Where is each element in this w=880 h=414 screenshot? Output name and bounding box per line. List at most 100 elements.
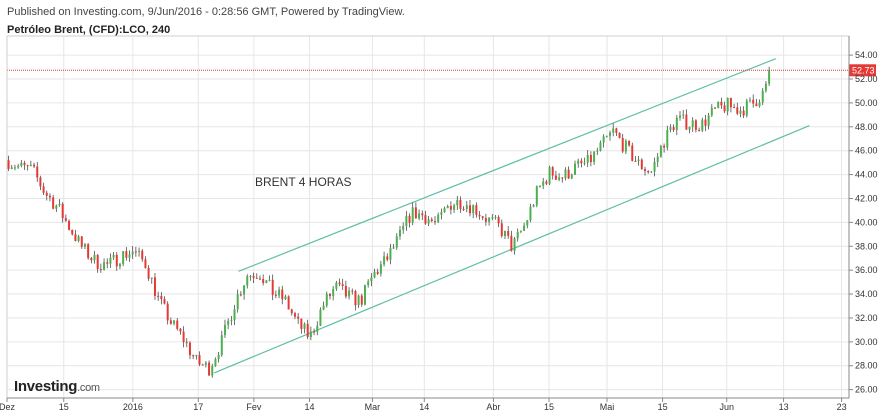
x-tick-label: 23 bbox=[837, 402, 847, 412]
x-tick-label: Dez bbox=[0, 402, 15, 412]
candle-body bbox=[157, 295, 160, 297]
candle-body bbox=[720, 101, 723, 106]
candle-body bbox=[217, 354, 220, 360]
candle-body bbox=[558, 177, 561, 180]
candle-body bbox=[258, 278, 261, 280]
candle-body bbox=[90, 258, 93, 261]
candle-body bbox=[672, 127, 675, 130]
candle-body bbox=[714, 107, 717, 109]
candle-body bbox=[182, 331, 185, 343]
candle-body bbox=[99, 269, 102, 271]
candle-body bbox=[20, 162, 23, 166]
candle-body bbox=[109, 257, 112, 264]
candle-body bbox=[328, 294, 331, 297]
candle-body bbox=[26, 165, 29, 167]
candle-body bbox=[618, 132, 621, 138]
candle-body bbox=[414, 207, 417, 219]
candle-body bbox=[768, 70, 771, 84]
y-tick-label: 26.00 bbox=[855, 385, 878, 395]
candle-body bbox=[519, 230, 522, 232]
candle-body bbox=[348, 290, 351, 297]
candle-body bbox=[160, 295, 163, 300]
candle-body bbox=[602, 136, 605, 143]
candle-body bbox=[354, 291, 357, 306]
candle-body bbox=[729, 97, 732, 108]
candle-body bbox=[494, 217, 497, 219]
candle-body bbox=[529, 206, 532, 221]
logo-suffix: .com bbox=[77, 382, 100, 394]
candle-body bbox=[456, 199, 459, 206]
candle-body bbox=[758, 102, 761, 107]
y-tick-label: 46.00 bbox=[855, 146, 878, 156]
candle-body bbox=[577, 160, 580, 164]
candle-body bbox=[583, 162, 586, 164]
candle-body bbox=[497, 217, 500, 224]
candle-body bbox=[408, 215, 411, 223]
investing-logo: Investing.com bbox=[14, 378, 100, 395]
candle-body bbox=[281, 289, 284, 300]
candle-body bbox=[134, 251, 137, 253]
candle-body bbox=[405, 215, 408, 227]
candle-body bbox=[322, 305, 325, 310]
candle-body bbox=[500, 223, 503, 236]
candle-body bbox=[64, 218, 67, 221]
candle-body bbox=[144, 259, 147, 268]
grid-lines bbox=[6, 36, 849, 398]
candle-body bbox=[77, 236, 80, 241]
candle-body bbox=[701, 119, 704, 131]
candle-body bbox=[421, 213, 424, 216]
published-note: Published on Investing.com, 9/Jun/2016 -… bbox=[7, 6, 405, 18]
candle-body bbox=[688, 126, 691, 130]
candle-body bbox=[659, 145, 662, 157]
candle-body bbox=[468, 205, 471, 214]
candle-body bbox=[373, 271, 376, 278]
x-tick-label: Mar bbox=[365, 402, 381, 412]
candle-body bbox=[239, 294, 242, 296]
candle-body bbox=[580, 160, 583, 164]
chart-annotation: BRENT 4 HORAS bbox=[255, 175, 351, 189]
logo-brand: Investing bbox=[14, 378, 78, 395]
y-tick-label: 34.00 bbox=[855, 289, 878, 299]
x-tick-label: Fev bbox=[246, 402, 262, 412]
candle-body bbox=[650, 171, 653, 173]
candle-body bbox=[303, 323, 306, 329]
candle-body bbox=[309, 331, 312, 337]
candle-body bbox=[449, 205, 452, 210]
candle-body bbox=[360, 295, 363, 305]
candle-body bbox=[418, 213, 421, 219]
y-tick-label: 44.00 bbox=[855, 170, 878, 180]
candle-body bbox=[112, 254, 115, 258]
candle-body bbox=[233, 309, 236, 320]
y-tick-label: 52.00 bbox=[855, 74, 878, 84]
candle-body bbox=[211, 366, 214, 376]
y-tick-label: 30.00 bbox=[855, 337, 878, 347]
candle-body bbox=[33, 164, 36, 167]
candle-body bbox=[532, 205, 535, 207]
candle-body bbox=[593, 151, 596, 163]
candle-body bbox=[443, 208, 446, 213]
candle-body bbox=[236, 294, 239, 310]
candle-body bbox=[723, 105, 726, 112]
candle-body bbox=[163, 299, 166, 304]
candle-body bbox=[325, 294, 328, 306]
candle-body bbox=[599, 142, 602, 151]
candle-body bbox=[29, 164, 32, 167]
candle-body bbox=[669, 127, 672, 130]
candle-body bbox=[42, 186, 45, 193]
candle-body bbox=[68, 220, 71, 230]
candle-body bbox=[440, 212, 443, 215]
candle-body bbox=[462, 208, 465, 210]
candle-body bbox=[52, 197, 55, 209]
y-tick-label: 38.00 bbox=[855, 241, 878, 251]
candle-body bbox=[510, 235, 513, 251]
candle-body bbox=[675, 117, 678, 130]
candle-body bbox=[640, 159, 643, 170]
candle-body bbox=[271, 279, 274, 295]
y-tick-label: 28.00 bbox=[855, 361, 878, 371]
candle-body bbox=[694, 120, 697, 130]
candle-body bbox=[10, 167, 13, 169]
candle-body bbox=[166, 303, 169, 321]
candle-body bbox=[131, 251, 134, 255]
candle-body bbox=[265, 280, 268, 284]
